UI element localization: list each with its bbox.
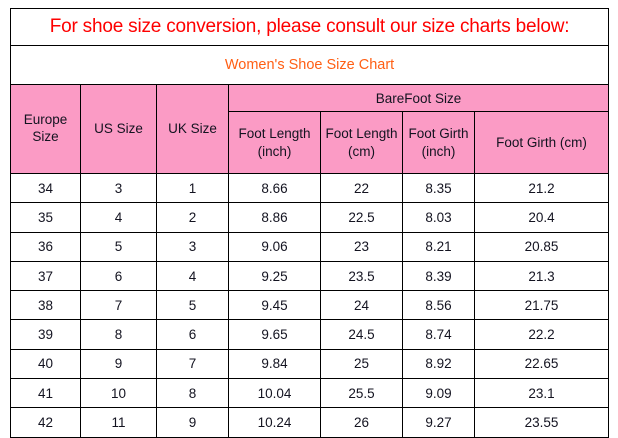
cell-foot_girth_cm: 21.75: [473, 290, 610, 321]
column-header-us-size: US Size: [80, 84, 157, 174]
cell-foot_length_cm: 25.5: [320, 378, 403, 409]
column-header-foot-girth-cm: Foot Girth (cm): [473, 111, 610, 174]
cell-foot_girth_cm: 23.1: [473, 378, 610, 409]
cell-foot_girth_in: 8.56: [402, 290, 475, 321]
table-row: 35 4 2 8.86 22.5 8.03 20.4: [10, 202, 610, 233]
cell-uk_size: 6: [156, 319, 229, 350]
foot-girth-inch-line2: (inch): [421, 143, 456, 159]
table-body: For shoe size conversion, please consult…: [9, 8, 610, 438]
cell-foot_girth_in: 8.35: [402, 172, 475, 204]
cell-foot_length_cm: 24: [320, 290, 403, 321]
cell-us_size: 4: [80, 202, 157, 233]
column-group-header-barefoot-size: BareFoot Size: [227, 84, 610, 112]
foot-girth-inch-line1: Foot Girth: [408, 125, 469, 141]
cell-us_size: 7: [80, 290, 157, 321]
cell-uk_size: 9: [156, 407, 229, 438]
header-row-sub: Foot Length (inch) Foot Length (cm) Foot…: [11, 111, 610, 174]
cell-foot_girth_cm: 20.85: [473, 231, 610, 262]
chart-subtitle: Women's Shoe Size Chart: [9, 45, 610, 85]
cell-foot_length_in: 9.06: [228, 231, 321, 262]
cell-europe_size: 42: [10, 407, 81, 438]
cell-foot_girth_in: 8.92: [402, 348, 475, 380]
table-row: 40 9 7 9.84 25 8.92 22.65: [10, 348, 610, 380]
cell-europe_size: 36: [10, 231, 81, 262]
header-row-top: Europe Size US Size UK Size BareFoot Siz…: [10, 84, 610, 174]
column-header-foot-length-inch: Foot Length (inch): [228, 111, 321, 174]
cell-foot_girth_cm: 20.4: [473, 202, 610, 233]
cell-us_size: 8: [80, 319, 157, 350]
cell-europe_size: 37: [10, 260, 81, 292]
table-row: 41 10 8 10.04 25.5 9.09 23.1: [10, 378, 610, 409]
cell-us_size: 5: [80, 231, 157, 262]
cell-uk_size: 5: [156, 290, 229, 321]
column-header-foot-length-cm: Foot Length (cm): [320, 111, 403, 174]
cell-foot_length_in: 9.45: [228, 290, 321, 321]
foot-length-inch-line2: (inch): [257, 143, 292, 159]
cell-foot_length_cm: 22.5: [320, 202, 403, 233]
table-row: 38 7 5 9.45 24 8.56 21.75: [10, 290, 610, 321]
page-headline: For shoe size conversion, please consult…: [9, 8, 610, 46]
foot-length-cm-line1: Foot Length: [325, 125, 398, 141]
cell-uk_size: 3: [156, 231, 229, 262]
foot-length-cm-line2: (cm): [348, 143, 375, 159]
cell-foot_length_cm: 24.5: [320, 319, 403, 350]
cell-foot_girth_cm: 23.55: [473, 407, 610, 438]
cell-europe_size: 35: [10, 202, 81, 233]
table-row: 37 6 4 9.25 23.5 8.39 21.3: [10, 260, 610, 292]
cell-europe_size: 39: [10, 319, 81, 350]
cell-europe_size: 40: [10, 348, 81, 380]
cell-foot_length_cm: 23.5: [320, 260, 403, 292]
cell-foot_length_cm: 26: [320, 407, 403, 438]
cell-foot_length_cm: 25: [320, 348, 403, 380]
cell-us_size: 6: [80, 260, 157, 292]
cell-uk_size: 4: [156, 260, 229, 292]
europe-size-line2: Size: [32, 129, 59, 144]
cell-foot_length_in: 9.84: [228, 348, 321, 380]
cell-foot_girth_in: 9.27: [402, 407, 475, 438]
subtitle-row: Women's Shoe Size Chart: [9, 45, 610, 85]
cell-foot_girth_in: 8.21: [402, 231, 475, 262]
womens-shoe-size-table: For shoe size conversion, please consult…: [9, 8, 610, 438]
cell-us_size: 3: [80, 172, 157, 204]
banner-row: For shoe size conversion, please consult…: [9, 8, 610, 46]
cell-us_size: 10: [80, 378, 157, 409]
cell-foot_length_in: 10.24: [228, 407, 321, 438]
cell-foot_length_cm: 23: [320, 231, 403, 262]
cell-foot_girth_cm: 22.2: [473, 319, 610, 350]
cell-foot_girth_in: 9.09: [402, 378, 475, 409]
cell-foot_girth_cm: 21.3: [473, 260, 610, 292]
column-header-foot-girth-inch: Foot Girth (inch): [402, 111, 475, 174]
column-header-uk-size: UK Size: [156, 84, 229, 174]
cell-foot_girth_cm: 22.65: [473, 348, 610, 380]
cell-foot_girth_in: 8.39: [402, 260, 475, 292]
cell-foot_length_in: 8.86: [228, 202, 321, 233]
cell-foot_length_cm: 22: [320, 172, 403, 204]
cell-europe_size: 38: [10, 290, 81, 321]
cell-foot_length_in: 9.65: [228, 319, 321, 350]
cell-uk_size: 2: [156, 202, 229, 233]
cell-us_size: 11: [80, 407, 157, 438]
cell-foot_girth_in: 8.03: [402, 202, 475, 233]
cell-uk_size: 1: [156, 172, 229, 204]
cell-europe_size: 34: [10, 172, 81, 204]
cell-us_size: 9: [80, 348, 157, 380]
table-row: 42 11 9 10.24 26 9.27 23.55: [10, 407, 610, 438]
table-row: 39 8 6 9.65 24.5 8.74 22.2: [10, 319, 610, 350]
cell-uk_size: 7: [156, 348, 229, 380]
table-row: 34 3 1 8.66 22 8.35 21.2: [10, 172, 610, 204]
cell-foot_length_in: 9.25: [228, 260, 321, 292]
cell-uk_size: 8: [156, 378, 229, 409]
cell-foot_girth_in: 8.74: [402, 319, 475, 350]
table-row: 36 5 3 9.06 23 8.21 20.85: [10, 231, 610, 262]
foot-length-inch-line1: Foot Length: [238, 125, 311, 141]
cell-europe_size: 41: [10, 378, 81, 409]
cell-foot_length_in: 8.66: [228, 172, 321, 204]
size-chart-container: For shoe size conversion, please consult…: [9, 8, 610, 438]
cell-foot_girth_cm: 21.2: [473, 172, 610, 204]
column-header-europe-size: Europe Size: [10, 84, 81, 174]
cell-foot_length_in: 10.04: [228, 378, 321, 409]
europe-size-line1: Europe: [23, 112, 68, 128]
